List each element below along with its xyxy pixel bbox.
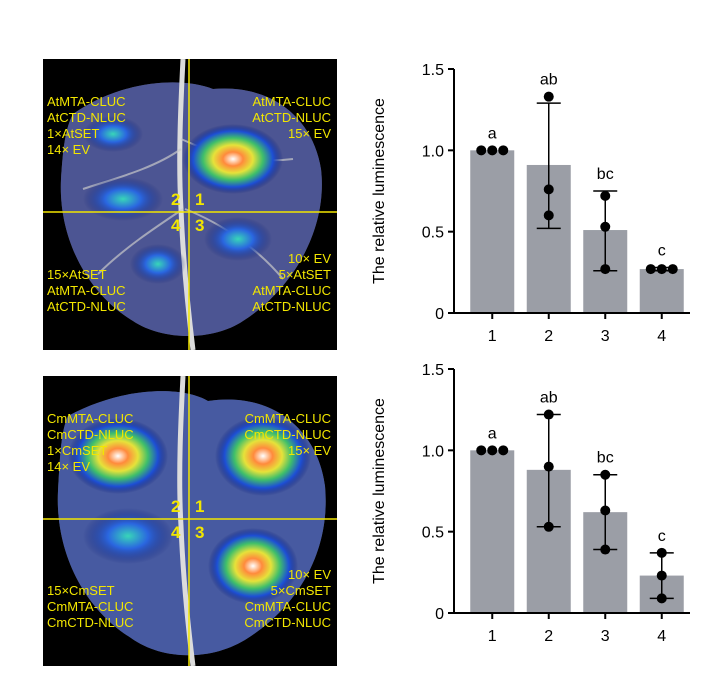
data-point <box>487 145 498 156</box>
leaf-image-bottom: CmMTA-CLUC CmCTD-NLUC 1×CmSET 14× EV CmMTA-… <box>43 376 337 666</box>
bar-4 <box>639 269 684 313</box>
label-top-left: CmMTA-CLUC CmCTD-NLUC 1×CmSET 14× EV <box>47 411 134 474</box>
label-bottom-left: 15×AtSET AtMTA-CLUC AtCTD-NLUC <box>47 267 126 314</box>
y-tick-label: 0.5 <box>422 525 444 542</box>
significance-letter: a <box>488 125 497 142</box>
data-point <box>498 445 509 456</box>
x-tick-label: 2 <box>544 628 553 645</box>
data-point <box>600 544 611 555</box>
significance-letter: a <box>488 425 497 442</box>
quadrant-2-number: 2 <box>171 497 181 516</box>
quadrant-2-number: 2 <box>171 190 181 209</box>
label-top-right: CmMTA-CLUC CmCTD-NLUC 15× EV <box>244 411 331 458</box>
bar-1 <box>470 450 515 613</box>
x-tick-label: 1 <box>488 628 497 645</box>
significance-letter: ab <box>540 72 558 89</box>
significance-letter: c <box>658 242 666 259</box>
significance-letter: ab <box>540 390 558 407</box>
data-point <box>656 593 667 604</box>
y-tick-label: 1.0 <box>422 443 444 460</box>
x-tick-label: 2 <box>544 328 553 345</box>
leaf-luminescence-bottom <box>43 376 337 666</box>
data-point <box>656 264 667 275</box>
significance-letter: c <box>658 528 666 545</box>
data-point <box>476 445 487 456</box>
x-tick-label: 3 <box>601 328 610 345</box>
y-tick-label: 0 <box>435 306 444 323</box>
y-tick-label: 0 <box>435 606 444 623</box>
significance-letter: bc <box>597 166 614 183</box>
data-point <box>543 409 554 420</box>
data-point <box>476 145 487 156</box>
data-point <box>600 190 611 201</box>
data-point <box>645 264 656 275</box>
quadrant-1-number: 1 <box>195 190 205 209</box>
quadrant-4-number: 4 <box>171 523 181 542</box>
y-axis-label: The relative luminescence <box>371 98 388 284</box>
data-point <box>656 570 667 581</box>
bar-chart-bottom-svg: The relative luminescence a ab bc c 0 0.5 1.0 1.… <box>371 362 690 645</box>
x-tick-label: 1 <box>488 328 497 345</box>
data-point <box>498 145 509 156</box>
label-bottom-right: 10× EV 5×CmSET CmMTA-CLUC CmCTD-NLUC <box>244 567 331 630</box>
data-point <box>487 445 498 456</box>
data-point <box>600 469 611 480</box>
data-point <box>543 521 554 532</box>
label-bottom-right: 10× EV 5×AtSET AtMTA-CLUC AtCTD-NLUC <box>252 251 331 314</box>
y-tick-label: 1.0 <box>422 143 444 160</box>
data-point <box>543 461 554 472</box>
leaf-luminescence-top <box>43 59 337 350</box>
quadrant-1-number: 1 <box>195 497 205 516</box>
y-tick-label: 0.5 <box>422 225 444 242</box>
x-tick-label: 3 <box>601 628 610 645</box>
y-tick-label: 1.5 <box>422 362 444 379</box>
data-point <box>543 210 554 221</box>
quadrant-3-number: 3 <box>195 216 205 235</box>
bar-chart-top-svg: The relative luminescence a ab bc c 0 0.5 1.0 1.… <box>371 62 690 345</box>
bar-chart-bottom: The relative luminescence a ab bc c 0 0.5 1.0 1.… <box>360 355 700 660</box>
data-point <box>600 264 611 275</box>
label-bottom-left: 15×CmSET CmMTA-CLUC CmCTD-NLUC <box>47 583 134 630</box>
significance-letter: bc <box>597 450 614 467</box>
quadrant-4-number: 4 <box>171 216 181 235</box>
bar-chart-top: The relative luminescence a ab bc c 0 0.5 1.0 1.… <box>360 55 700 360</box>
data-point <box>600 505 611 516</box>
leaf-image-top: AtMTA-CLUC AtCTD-NLUC 1×AtSET 14× EV AtMTA-… <box>43 59 337 350</box>
y-axis-label: The relative luminescence <box>371 398 388 584</box>
data-point <box>543 184 554 195</box>
data-point <box>543 91 554 102</box>
data-point <box>667 264 678 275</box>
label-top-right: AtMTA-CLUC AtCTD-NLUC 15× EV <box>252 94 331 141</box>
x-tick-label: 4 <box>657 328 666 345</box>
label-top-left: AtMTA-CLUC AtCTD-NLUC 1×AtSET 14× EV <box>47 94 126 157</box>
quadrant-3-number: 3 <box>195 523 205 542</box>
x-tick-label: 4 <box>657 628 666 645</box>
y-tick-label: 1.5 <box>422 62 444 79</box>
data-point <box>656 547 667 558</box>
data-point <box>600 221 611 232</box>
bar-1 <box>470 150 515 313</box>
